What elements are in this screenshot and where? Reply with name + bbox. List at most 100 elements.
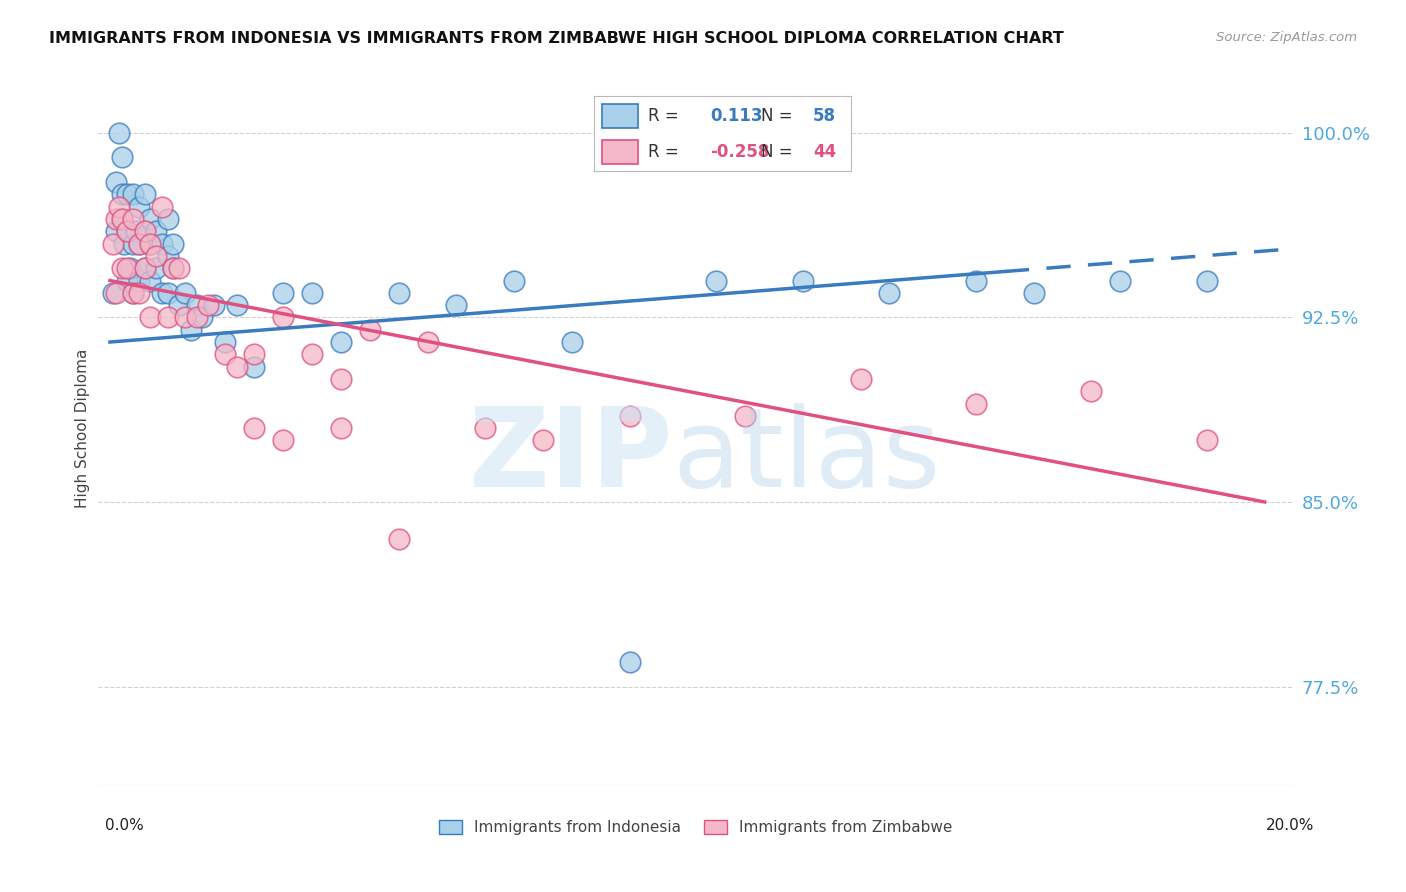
Point (107, 126, 129, 140)
Text: ZIP: ZIP (468, 403, 672, 510)
Point (139, 236, 162, 251)
Point (145, 261, 167, 276)
Point (271, 285, 294, 300)
Point (191, 310, 214, 325)
Y-axis label: High School Diploma: High School Diploma (75, 349, 90, 508)
Point (474, 421, 496, 435)
Point (849, 372, 872, 386)
Point (167, 261, 190, 276)
Point (162, 261, 184, 276)
Point (139, 236, 162, 251)
Point (243, 347, 266, 361)
Point (879, 285, 901, 300)
Point (120, 261, 142, 276)
Point (226, 359, 249, 374)
Point (243, 359, 266, 374)
Point (104, 175, 127, 189)
Point (125, 224, 148, 238)
Point (134, 224, 156, 238)
Point (110, 261, 132, 276)
Point (226, 298, 249, 312)
Point (145, 224, 167, 238)
Point (301, 285, 323, 300)
Point (117, 187, 139, 202)
Point (139, 212, 162, 227)
Point (704, 273, 727, 287)
Point (388, 532, 411, 546)
Text: 20.0%: 20.0% (1267, 818, 1315, 832)
Point (965, 273, 987, 287)
Point (388, 285, 411, 300)
Point (1109, 273, 1132, 287)
Point (359, 323, 381, 337)
Text: atlas: atlas (672, 403, 941, 510)
Point (271, 310, 294, 325)
Point (329, 372, 352, 386)
Point (416, 334, 439, 349)
Point (104, 224, 127, 238)
Point (110, 187, 132, 202)
Point (1195, 273, 1218, 287)
Point (128, 236, 150, 251)
Point (134, 224, 156, 238)
Point (162, 236, 184, 251)
Point (139, 273, 162, 287)
Point (122, 236, 145, 251)
Point (150, 285, 173, 300)
Point (186, 310, 208, 325)
Point (734, 409, 756, 423)
Point (167, 298, 190, 312)
Point (122, 212, 145, 227)
Text: IMMIGRANTS FROM INDONESIA VS IMMIGRANTS FROM ZIMBABWE HIGH SCHOOL DIPLOMA CORREL: IMMIGRANTS FROM INDONESIA VS IMMIGRANTS … (49, 31, 1064, 46)
Point (202, 298, 225, 312)
Point (134, 187, 156, 202)
Point (214, 347, 236, 361)
Point (117, 261, 139, 276)
Point (107, 200, 129, 214)
Point (139, 310, 162, 325)
Point (110, 212, 132, 227)
Point (180, 323, 202, 337)
Point (134, 261, 156, 276)
Point (104, 285, 127, 300)
Point (162, 261, 184, 276)
Point (122, 285, 145, 300)
Legend: Immigrants from Indonesia, Immigrants from Zimbabwe: Immigrants from Indonesia, Immigrants fr… (433, 814, 959, 841)
Point (122, 285, 145, 300)
Point (243, 421, 266, 435)
Point (128, 285, 150, 300)
Point (156, 249, 179, 263)
Point (112, 236, 135, 251)
Point (150, 200, 173, 214)
Point (128, 200, 150, 214)
Point (110, 151, 132, 165)
Point (145, 249, 167, 263)
Point (110, 212, 132, 227)
Point (301, 347, 323, 361)
Point (101, 236, 124, 251)
Point (122, 187, 145, 202)
Point (197, 298, 219, 312)
Point (619, 655, 641, 669)
Point (174, 285, 197, 300)
Point (329, 334, 352, 349)
Point (446, 298, 468, 312)
Point (128, 236, 150, 251)
Point (156, 212, 179, 227)
Point (1080, 384, 1102, 399)
Point (117, 273, 139, 287)
Point (561, 334, 583, 349)
Point (128, 273, 150, 287)
Point (271, 434, 294, 448)
Text: Source: ZipAtlas.com: Source: ZipAtlas.com (1216, 31, 1357, 45)
Point (965, 396, 987, 410)
Point (1195, 434, 1218, 448)
Point (156, 285, 179, 300)
Point (134, 261, 156, 276)
Text: 0.0%: 0.0% (105, 818, 145, 832)
Point (329, 421, 352, 435)
Point (619, 409, 641, 423)
Point (1022, 285, 1045, 300)
Point (174, 310, 197, 325)
Point (792, 273, 814, 287)
